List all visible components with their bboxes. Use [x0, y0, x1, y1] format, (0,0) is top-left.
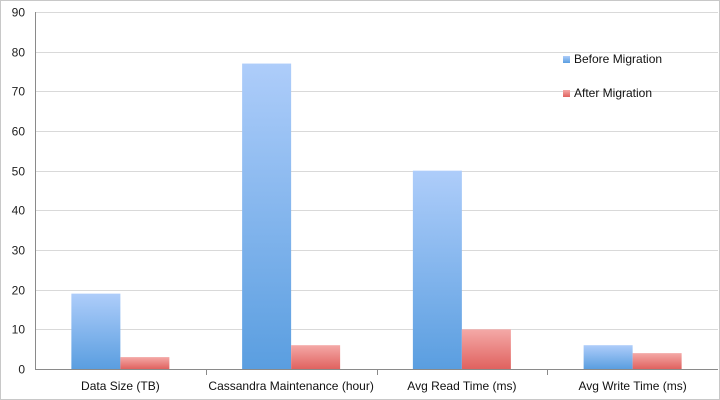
legend-label-after: After Migration [574, 86, 652, 100]
y-tick-label: 10 [12, 323, 26, 337]
legend: Before Migration After Migration [563, 52, 662, 100]
bar-after-migration [461, 329, 511, 369]
bar-before-migration [412, 170, 462, 369]
bar-before-migration [71, 293, 121, 369]
bar-after-migration [291, 345, 341, 369]
bar-before-migration [242, 63, 292, 370]
y-tick-label: 70 [12, 85, 26, 99]
y-tick-label: 40 [12, 204, 26, 218]
axes [35, 12, 718, 375]
x-category-label: Data Size (TB) [81, 379, 160, 393]
bar-before-migration [583, 345, 633, 369]
y-tick-label: 20 [12, 284, 26, 298]
y-tick-label: 0 [18, 363, 25, 377]
bar-after-migration [632, 353, 682, 369]
y-tick-label: 60 [12, 125, 26, 139]
bar-after-migration [120, 357, 170, 369]
y-tick-label: 90 [12, 6, 26, 20]
x-category-label: Avg Write Time (ms) [579, 379, 687, 393]
gridlines [35, 12, 718, 330]
y-tick-label: 30 [12, 244, 26, 258]
legend-swatch-before [563, 56, 570, 63]
bars [71, 63, 682, 370]
x-category-label: Cassandra Maintenance (hour) [208, 379, 373, 393]
y-tick-label: 50 [12, 165, 26, 179]
legend-swatch-after [563, 90, 570, 97]
y-tick-label: 80 [12, 46, 26, 60]
x-category-label: Avg Read Time (ms) [407, 379, 516, 393]
axis-labels: 0 10 20 30 40 50 60 70 80 90 Data Size (TB) Cassand… [12, 6, 687, 394]
legend-label-before: Before Migration [574, 52, 662, 66]
